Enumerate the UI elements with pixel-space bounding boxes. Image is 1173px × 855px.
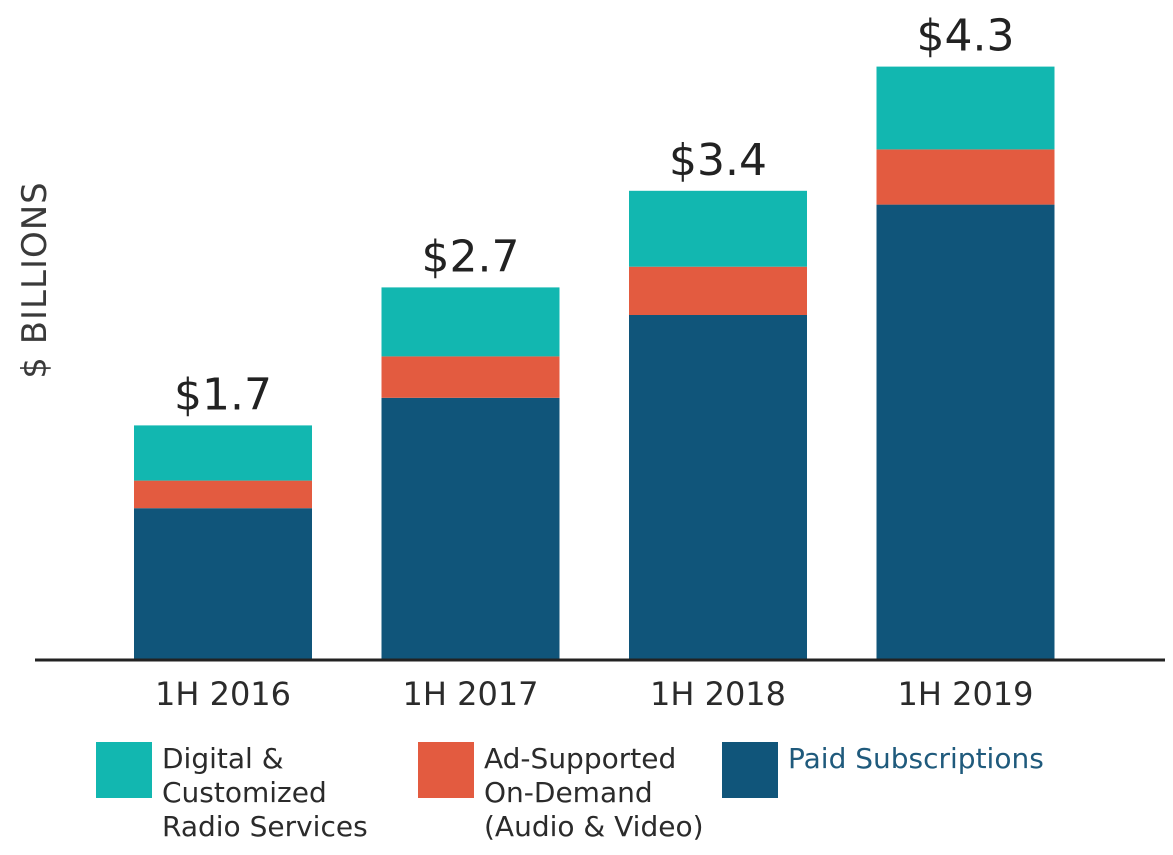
y-axis-label: $ BILLIONS (15, 181, 55, 378)
total-label-1h-2018: $3.4 (669, 135, 767, 186)
bar-segment-ad-supported-on-dema-1h-2017 (381, 356, 560, 398)
x-tick-label-1h-2018: 1H 2018 (650, 675, 786, 713)
legend-label-ad-supported: Ad-Supported On-Demand (Audio & Video) (484, 742, 704, 843)
bar-segment-paid-subscriptions-1h-2016 (134, 508, 312, 660)
total-labels-group: $1.7 $2.7 $3.4 $4.3 (174, 11, 1014, 421)
total-label-1h-2016: $1.7 (174, 369, 272, 420)
legend-swatch-ad-supported (418, 742, 474, 798)
legend-item-ad-supported: Ad-Supported On-Demand (Audio & Video) (418, 742, 704, 844)
x-tick-label-1h-2019: 1H 2019 (897, 675, 1033, 713)
legend-label-digital-radio: Digital & Customized Radio Services (162, 742, 368, 843)
legend-swatch-digital-radio (96, 742, 152, 798)
bar-segment-digital-customized-r-1h-2018 (629, 190, 807, 267)
bars-group (134, 66, 1055, 660)
bar-segment-ad-supported-on-dema-1h-2019 (876, 149, 1055, 205)
stacked-bar-chart: $ BILLIONS $1.7$2.7$3.4$4.3 1H 2016 1H 20… (15, 11, 1165, 713)
bar-segment-digital-customized-r-1h-2019 (876, 66, 1055, 150)
bar-segment-ad-supported-on-dema-1h-2016 (134, 480, 312, 509)
legend-swatch-paid-subscriptions (722, 742, 778, 798)
bar-segment-paid-subscriptions-1h-2019 (876, 204, 1055, 660)
x-tick-label-1h-2016: 1H 2016 (155, 675, 291, 713)
x-tick-label-1h-2017: 1H 2017 (402, 675, 538, 713)
bar-segment-ad-supported-on-dema-1h-2018 (629, 266, 807, 315)
legend-label-paid-subscriptions: Paid Subscriptions (788, 742, 1044, 775)
bar-segment-paid-subscriptions-1h-2017 (381, 397, 560, 660)
legend-item-digital-radio: Digital & Customized Radio Services (96, 742, 368, 844)
x-tick-labels-group: 1H 2016 1H 2017 1H 2018 1H 2019 (155, 675, 1034, 713)
bar-segment-digital-customized-r-1h-2016 (134, 425, 312, 481)
legend-item-paid-subscriptions: Paid Subscriptions (722, 742, 1044, 798)
bar-segment-paid-subscriptions-1h-2018 (629, 315, 807, 660)
total-label-1h-2017: $2.7 (422, 231, 520, 282)
legend: Digital & Customized Radio Services Ad-S… (0, 742, 1173, 852)
total-label-1h-2019: $4.3 (917, 11, 1015, 62)
bar-segment-digital-customized-r-1h-2017 (381, 287, 560, 357)
